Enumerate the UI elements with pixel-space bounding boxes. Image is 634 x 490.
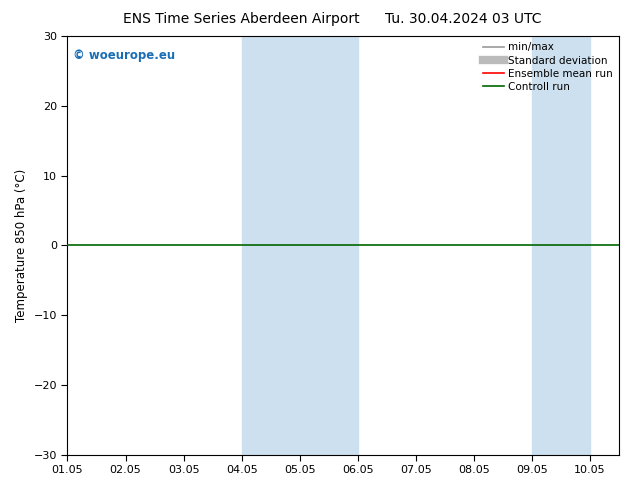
Bar xyxy=(532,36,590,455)
Legend: min/max, Standard deviation, Ensemble mean run, Controll run: min/max, Standard deviation, Ensemble me… xyxy=(479,38,617,96)
Bar xyxy=(242,36,300,455)
Text: ENS Time Series Aberdeen Airport: ENS Time Series Aberdeen Airport xyxy=(122,12,359,26)
Y-axis label: Temperature 850 hPa (°C): Temperature 850 hPa (°C) xyxy=(15,169,28,322)
Bar xyxy=(300,36,358,455)
Text: © woeurope.eu: © woeurope.eu xyxy=(73,49,175,62)
Text: Tu. 30.04.2024 03 UTC: Tu. 30.04.2024 03 UTC xyxy=(385,12,541,26)
